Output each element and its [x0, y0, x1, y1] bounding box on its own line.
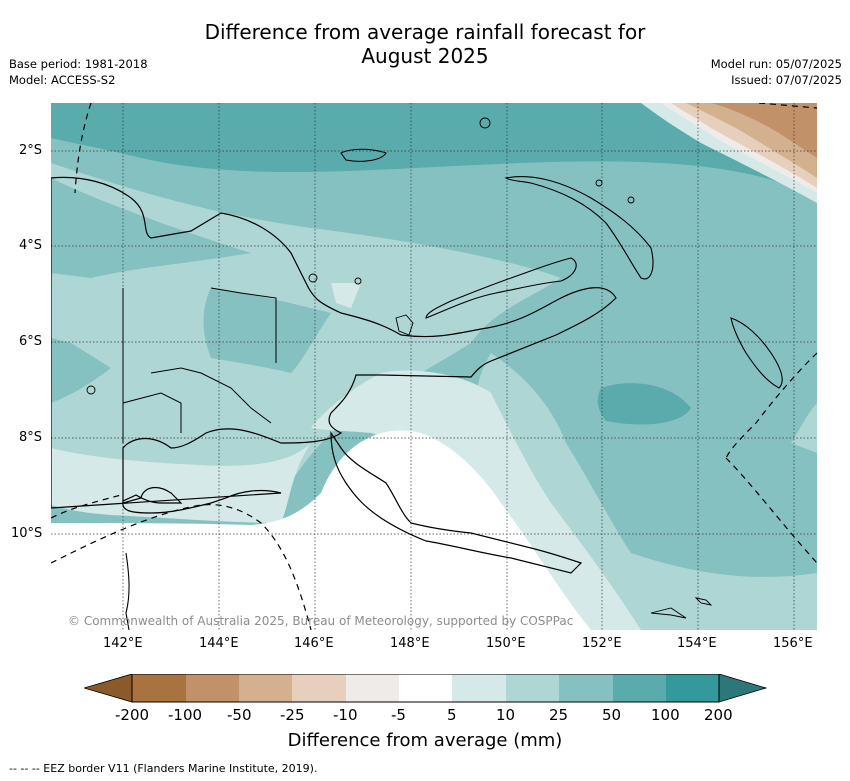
band-minus50-northeast — [711, 103, 817, 158]
band-5-10-patch — [331, 283, 361, 308]
colorbar-label: -10 — [333, 706, 358, 724]
lon-label-150e: 150°E — [486, 636, 526, 651]
colorbar-low-arrow — [84, 674, 133, 703]
band-25-50-east-2 — [491, 263, 817, 448]
meta-left: Base period: 1981-2018 Model: ACCESS-S2 — [9, 56, 148, 88]
colorbar — [84, 674, 768, 703]
colorbar-label: -25 — [280, 706, 305, 724]
manus-coastline — [340, 148, 387, 162]
base-period: Base period: 1981-2018 — [9, 57, 148, 71]
new-britain-coastline — [425, 257, 577, 319]
band-25-50-highlands — [203, 288, 331, 373]
colorbar-label: -50 — [227, 706, 252, 724]
band-25-50-west — [51, 163, 251, 278]
copyright-text: © Commonwealth of Australia 2025, Bureau… — [68, 614, 574, 628]
colorbar-label: 100 — [651, 706, 680, 724]
new-guinea-coastline — [51, 176, 617, 514]
title-line-2: August 2025 — [361, 44, 489, 68]
cape-york-coastline — [125, 552, 130, 630]
band-5-10-west — [51, 443, 311, 523]
lon-label-156e: 156°E — [773, 636, 813, 651]
colorbar-swatch — [292, 674, 346, 702]
lat-label-8s: 8°S — [19, 430, 43, 445]
colorbar-swatch — [666, 674, 719, 702]
colorbar-label: -5 — [391, 706, 406, 724]
band-50-100-north — [51, 103, 817, 198]
rainfall-map — [51, 103, 817, 630]
lon-label-152e: 152°E — [582, 636, 622, 651]
lat-label-2s: 2°S — [19, 143, 43, 158]
map-title: Difference from average rainfall forecas… — [0, 20, 850, 68]
colorbar-label: 5 — [447, 706, 457, 724]
provincial-borders — [122, 287, 277, 443]
band-50-100-blob — [597, 383, 691, 425]
colorbar-label: 10 — [496, 706, 516, 724]
lat-label-10s: 10°S — [11, 526, 43, 541]
band-10-25-east-edge — [791, 403, 817, 453]
colorbar-swatch — [132, 674, 186, 702]
colorbar-swatch — [399, 674, 452, 702]
new-ireland-coastline — [504, 175, 654, 280]
colorbar-high-arrow — [718, 674, 768, 703]
colorbar-label: 25 — [549, 706, 569, 724]
colorbar-frame — [131, 674, 720, 703]
colorbar-title: Difference from average (mm) — [287, 730, 563, 751]
small-islands — [86, 117, 713, 619]
colorbar-label: -200 — [115, 706, 150, 724]
lat-label-6s: 6°S — [19, 334, 43, 349]
colorbar-label: 50 — [602, 706, 622, 724]
title-line-1: Difference from average rainfall forecas… — [204, 20, 646, 44]
colorbar-label: 200 — [704, 706, 733, 724]
model-run: Model run: 05/07/2025 — [710, 57, 842, 71]
colorbar-swatch — [346, 674, 399, 702]
lon-label-144e: 144°E — [199, 636, 239, 651]
model-name: Model: ACCESS-S2 — [9, 73, 116, 87]
issued-date: Issued: 07/07/2025 — [731, 73, 842, 87]
bougainville-coastline — [730, 317, 783, 389]
lon-label-142e: 142°E — [103, 636, 143, 651]
graticule — [51, 103, 817, 630]
lon-label-154e: 154°E — [677, 636, 717, 651]
eez-footnote: -- -- -- EEZ border V11 (Flanders Marine… — [9, 762, 318, 775]
lat-label-4s: 4°S — [19, 238, 43, 253]
colorbar-swatch — [186, 674, 239, 702]
colorbar-swatch — [506, 674, 559, 702]
eez-borders — [51, 103, 817, 630]
colorbar-label: -100 — [168, 706, 203, 724]
lon-label-146e: 146°E — [294, 636, 334, 651]
band-near-average — [51, 430, 591, 630]
colorbar-swatch — [559, 674, 613, 702]
colorbar-swatch — [452, 674, 506, 702]
meta-right: Model run: 05/07/2025 Issued: 07/07/2025 — [711, 56, 842, 88]
papuan-peninsula-coastline — [330, 431, 583, 574]
colorbar-swatch — [613, 674, 666, 702]
colorbar-swatch — [239, 674, 292, 702]
lon-label-148e: 148°E — [390, 636, 430, 651]
